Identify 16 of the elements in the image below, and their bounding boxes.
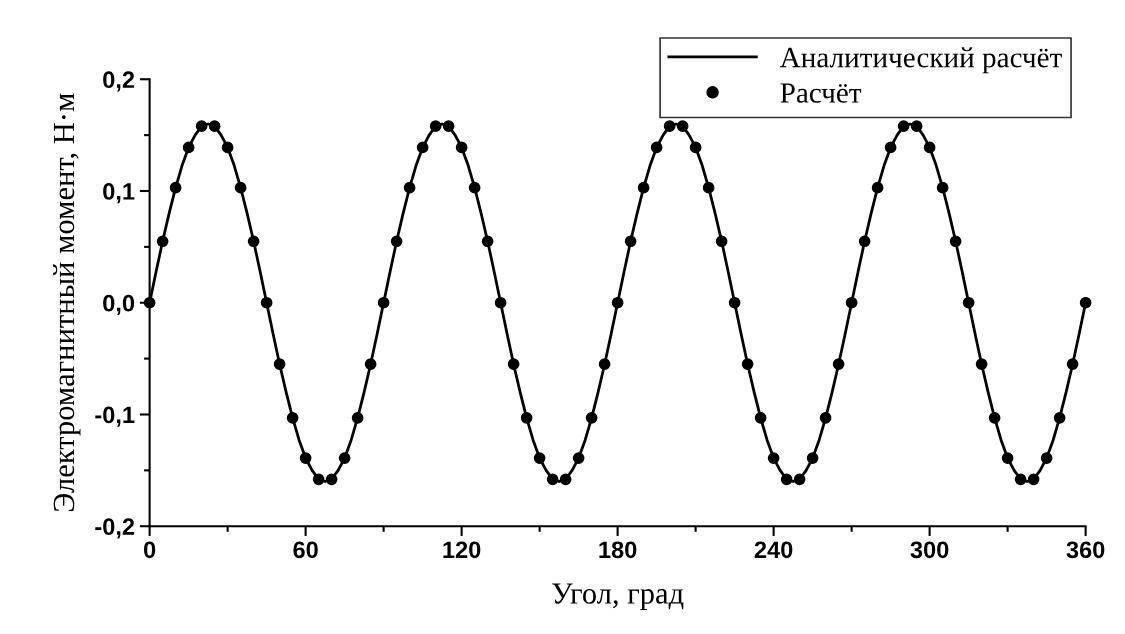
x-tick-label: 240 [754, 541, 793, 559]
y-tick-label: 0,2 [103, 71, 135, 92]
y-tick-label: 0,0 [103, 294, 135, 315]
x-tick-label: 300 [910, 541, 949, 559]
x-tick-label: 120 [443, 541, 481, 559]
x-tick-label: 60 [293, 541, 318, 559]
x-tick-label: 180 [599, 541, 637, 559]
x-tick-label: 360 [1066, 541, 1105, 559]
y-tick-label: -0,1 [95, 406, 135, 427]
x-axis-title: Угол, град [552, 583, 684, 610]
y-axis-title: Электромагнитный момент, Н·м [53, 93, 81, 512]
x-tick-label: 0 [143, 541, 156, 559]
y-tick-label: -0,2 [95, 518, 135, 539]
legend-label: Аналитический расчёт [779, 47, 1062, 74]
legend-label: Расчёт [780, 83, 862, 103]
y-tick-label: 0,1 [103, 183, 135, 204]
